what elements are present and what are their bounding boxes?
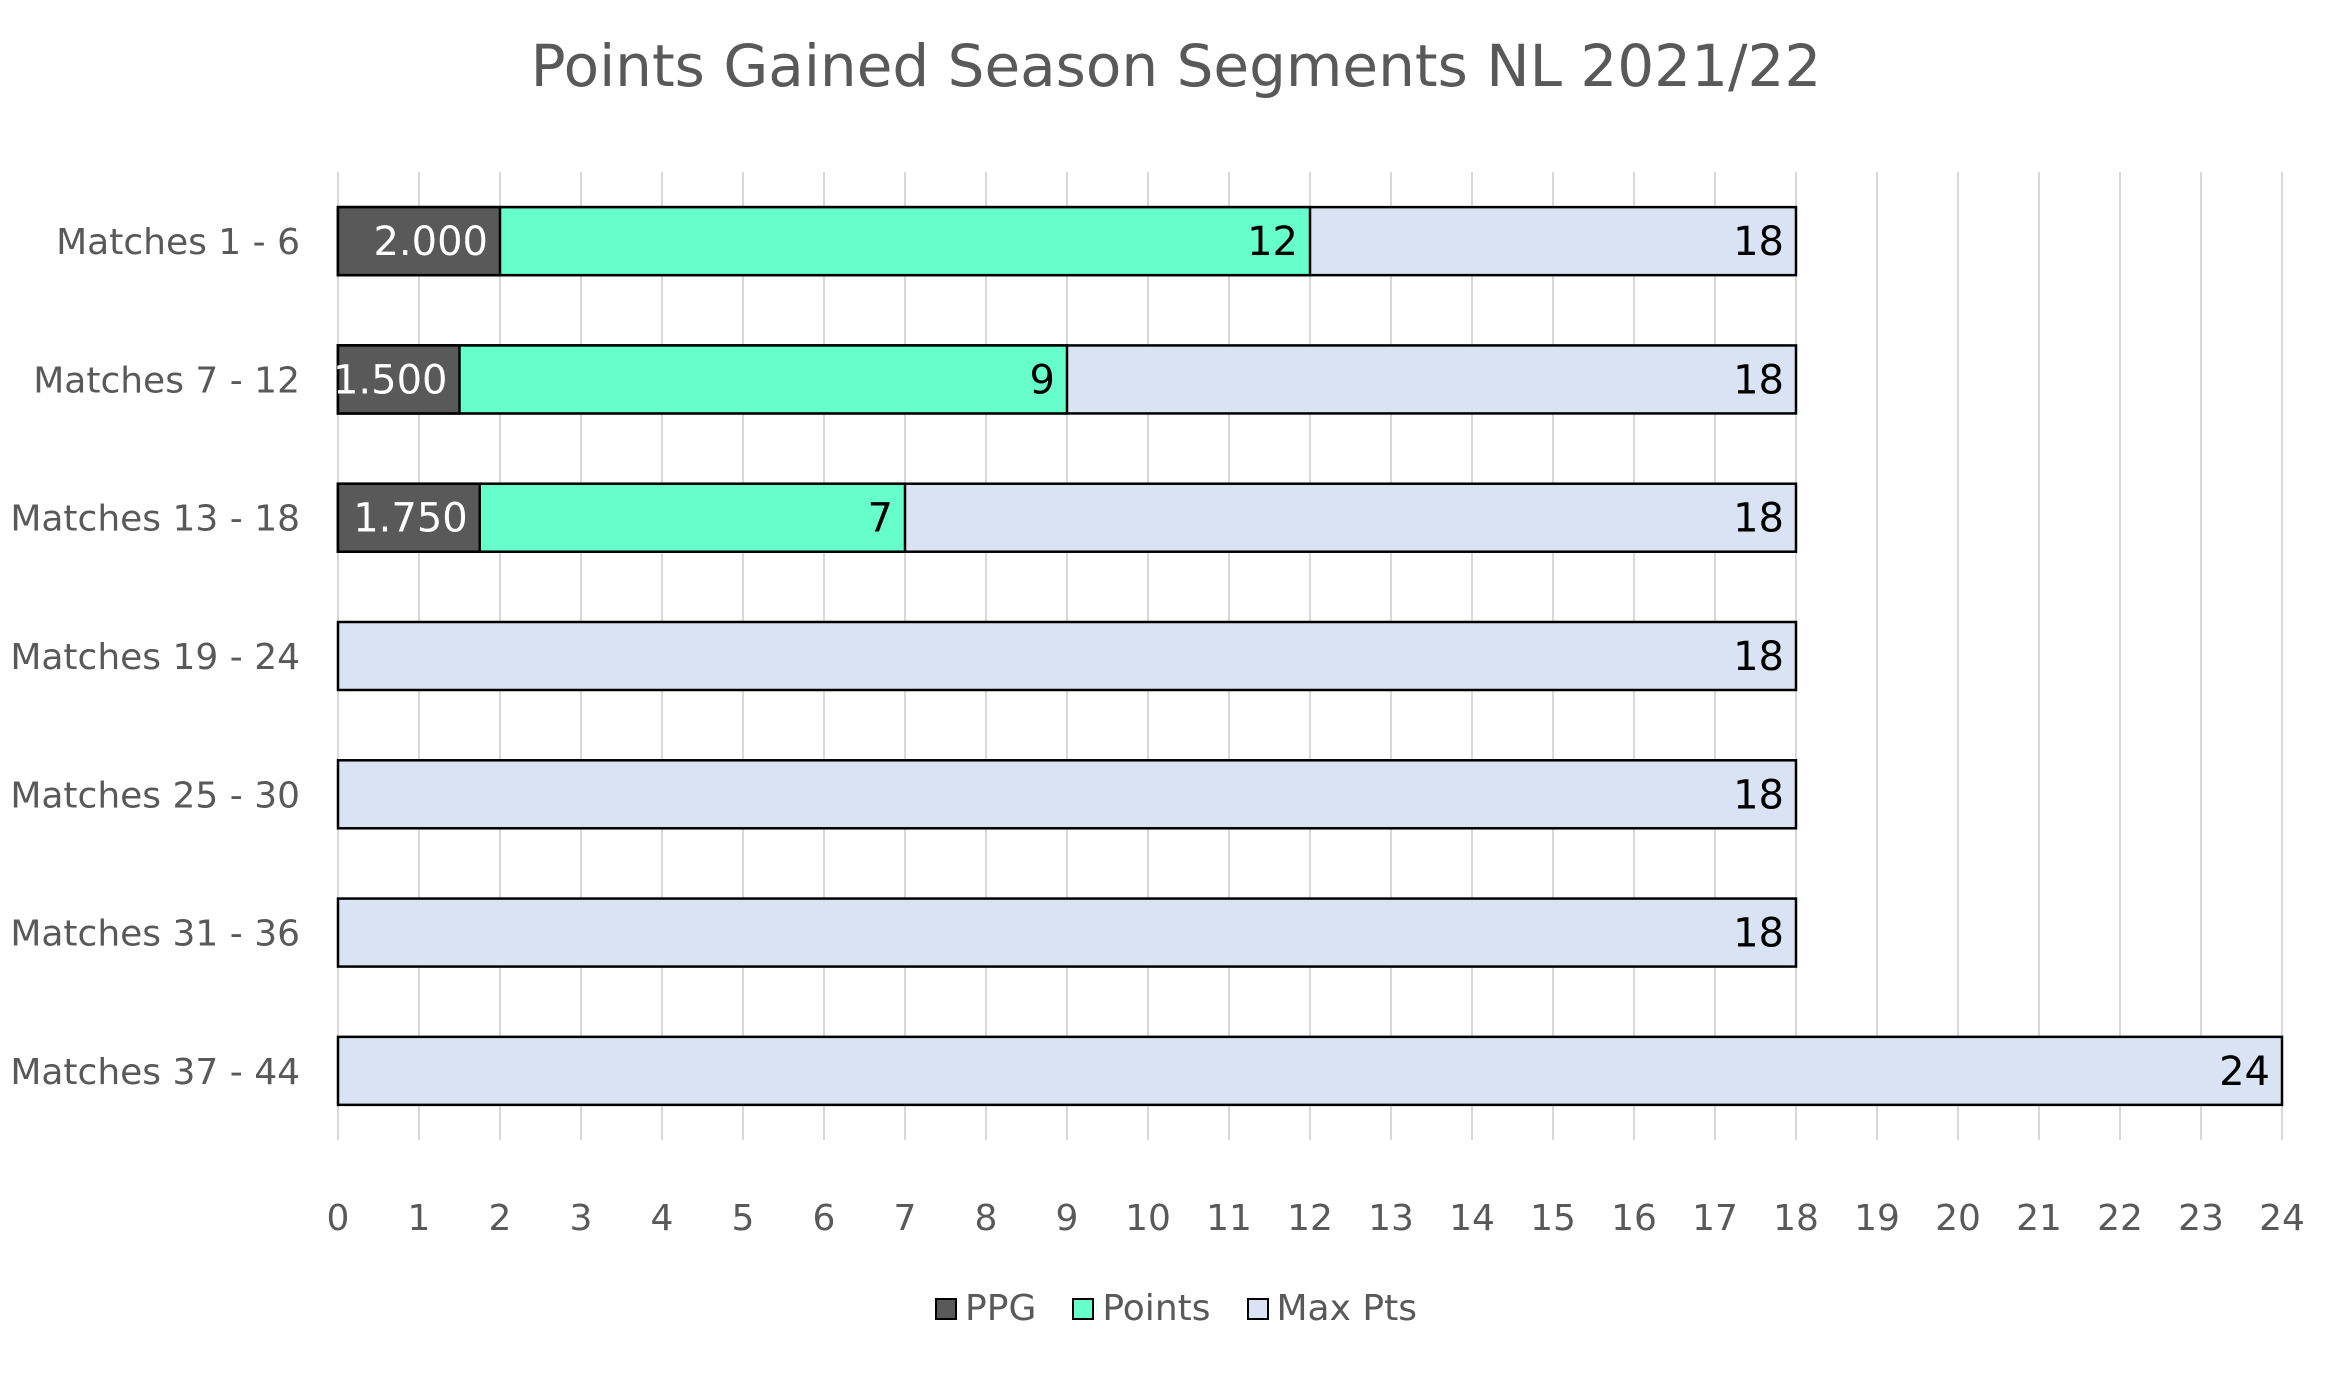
- x-tick-label: 6: [813, 1198, 836, 1239]
- x-tick-label: 17: [1692, 1198, 1738, 1239]
- data-label-max-pts: 18: [1733, 634, 1784, 680]
- x-tick-label: 13: [1368, 1198, 1414, 1239]
- data-label-points: 12: [1247, 219, 1298, 265]
- x-tick-label: 23: [2178, 1198, 2224, 1239]
- category-label: Matches 25 - 30: [10, 775, 300, 816]
- legend-label: PPG: [965, 1288, 1037, 1329]
- data-label-max-pts: 18: [1733, 357, 1784, 403]
- data-label-max-pts: 18: [1733, 911, 1784, 957]
- bar-ppg: [336, 344, 461, 415]
- data-label-max-pts: 18: [1733, 219, 1784, 265]
- chart-legend: PPG Points Max Pts: [0, 1288, 2352, 1329]
- x-tick-label: 19: [1854, 1198, 1900, 1239]
- category-label: Matches 19 - 24: [10, 637, 300, 678]
- bar-max-pts: [336, 1035, 2284, 1107]
- data-label-ppg: 1.500: [333, 357, 448, 403]
- x-tick-label: 11: [1206, 1198, 1252, 1239]
- x-tick-label: 16: [1611, 1198, 1657, 1239]
- data-label-max-pts: 18: [1733, 772, 1784, 818]
- x-tick-label: 8: [975, 1198, 998, 1239]
- legend-item: Max Pts: [1246, 1288, 1417, 1329]
- category-label: Matches 31 - 36: [10, 914, 300, 955]
- legend-label: Max Pts: [1276, 1288, 1417, 1329]
- legend-label: Points: [1102, 1288, 1211, 1329]
- category-label: Matches 13 - 18: [10, 499, 300, 540]
- x-tick-label: 3: [570, 1198, 593, 1239]
- legend-swatch: [1246, 1297, 1269, 1320]
- x-tick-label: 4: [651, 1198, 674, 1239]
- data-label-points: 9: [1030, 357, 1055, 403]
- x-tick-label: 12: [1287, 1198, 1333, 1239]
- x-tick-label: 18: [1773, 1198, 1819, 1239]
- data-label-ppg: 1.750: [353, 496, 468, 542]
- x-tick-label: 2: [489, 1198, 512, 1239]
- bar-max-pts: [336, 759, 1798, 830]
- category-label: Matches 7 - 12: [33, 360, 300, 401]
- x-tick-label: 0: [327, 1198, 350, 1239]
- chart-title: Points Gained Season Segments NL 2021/22: [530, 32, 1822, 100]
- bar-ppg: [336, 482, 481, 553]
- legend-swatch: [935, 1297, 958, 1320]
- legend-item: PPG: [935, 1288, 1036, 1329]
- bar-ppg: [336, 205, 502, 277]
- x-tick-label: 14: [1449, 1198, 1495, 1239]
- x-tick-label: 9: [1056, 1198, 1079, 1239]
- data-label-points: 7: [868, 496, 893, 542]
- x-tick-label: 7: [894, 1198, 917, 1239]
- x-tick-label: 1: [408, 1198, 431, 1239]
- data-label-ppg: 2.000: [373, 219, 488, 265]
- x-tick-label: 10: [1125, 1198, 1171, 1239]
- data-label-max-pts: 18: [1733, 496, 1784, 542]
- x-tick-label: 24: [2259, 1198, 2305, 1239]
- bar-max-pts: [336, 897, 1798, 968]
- category-label: Matches 37 - 44: [10, 1052, 300, 1093]
- x-tick-label: 15: [1530, 1198, 1576, 1239]
- bar-max-pts: [336, 620, 1798, 692]
- x-tick-label: 5: [732, 1198, 755, 1239]
- data-label-max-pts: 24: [2219, 1049, 2270, 1095]
- x-tick-label: 22: [2097, 1198, 2143, 1239]
- x-tick-label: 20: [1935, 1198, 1981, 1239]
- x-tick-label: 21: [2016, 1198, 2062, 1239]
- category-label: Matches 1 - 6: [56, 222, 300, 263]
- legend-item: Points: [1072, 1288, 1211, 1329]
- legend-swatch: [1072, 1297, 1095, 1320]
